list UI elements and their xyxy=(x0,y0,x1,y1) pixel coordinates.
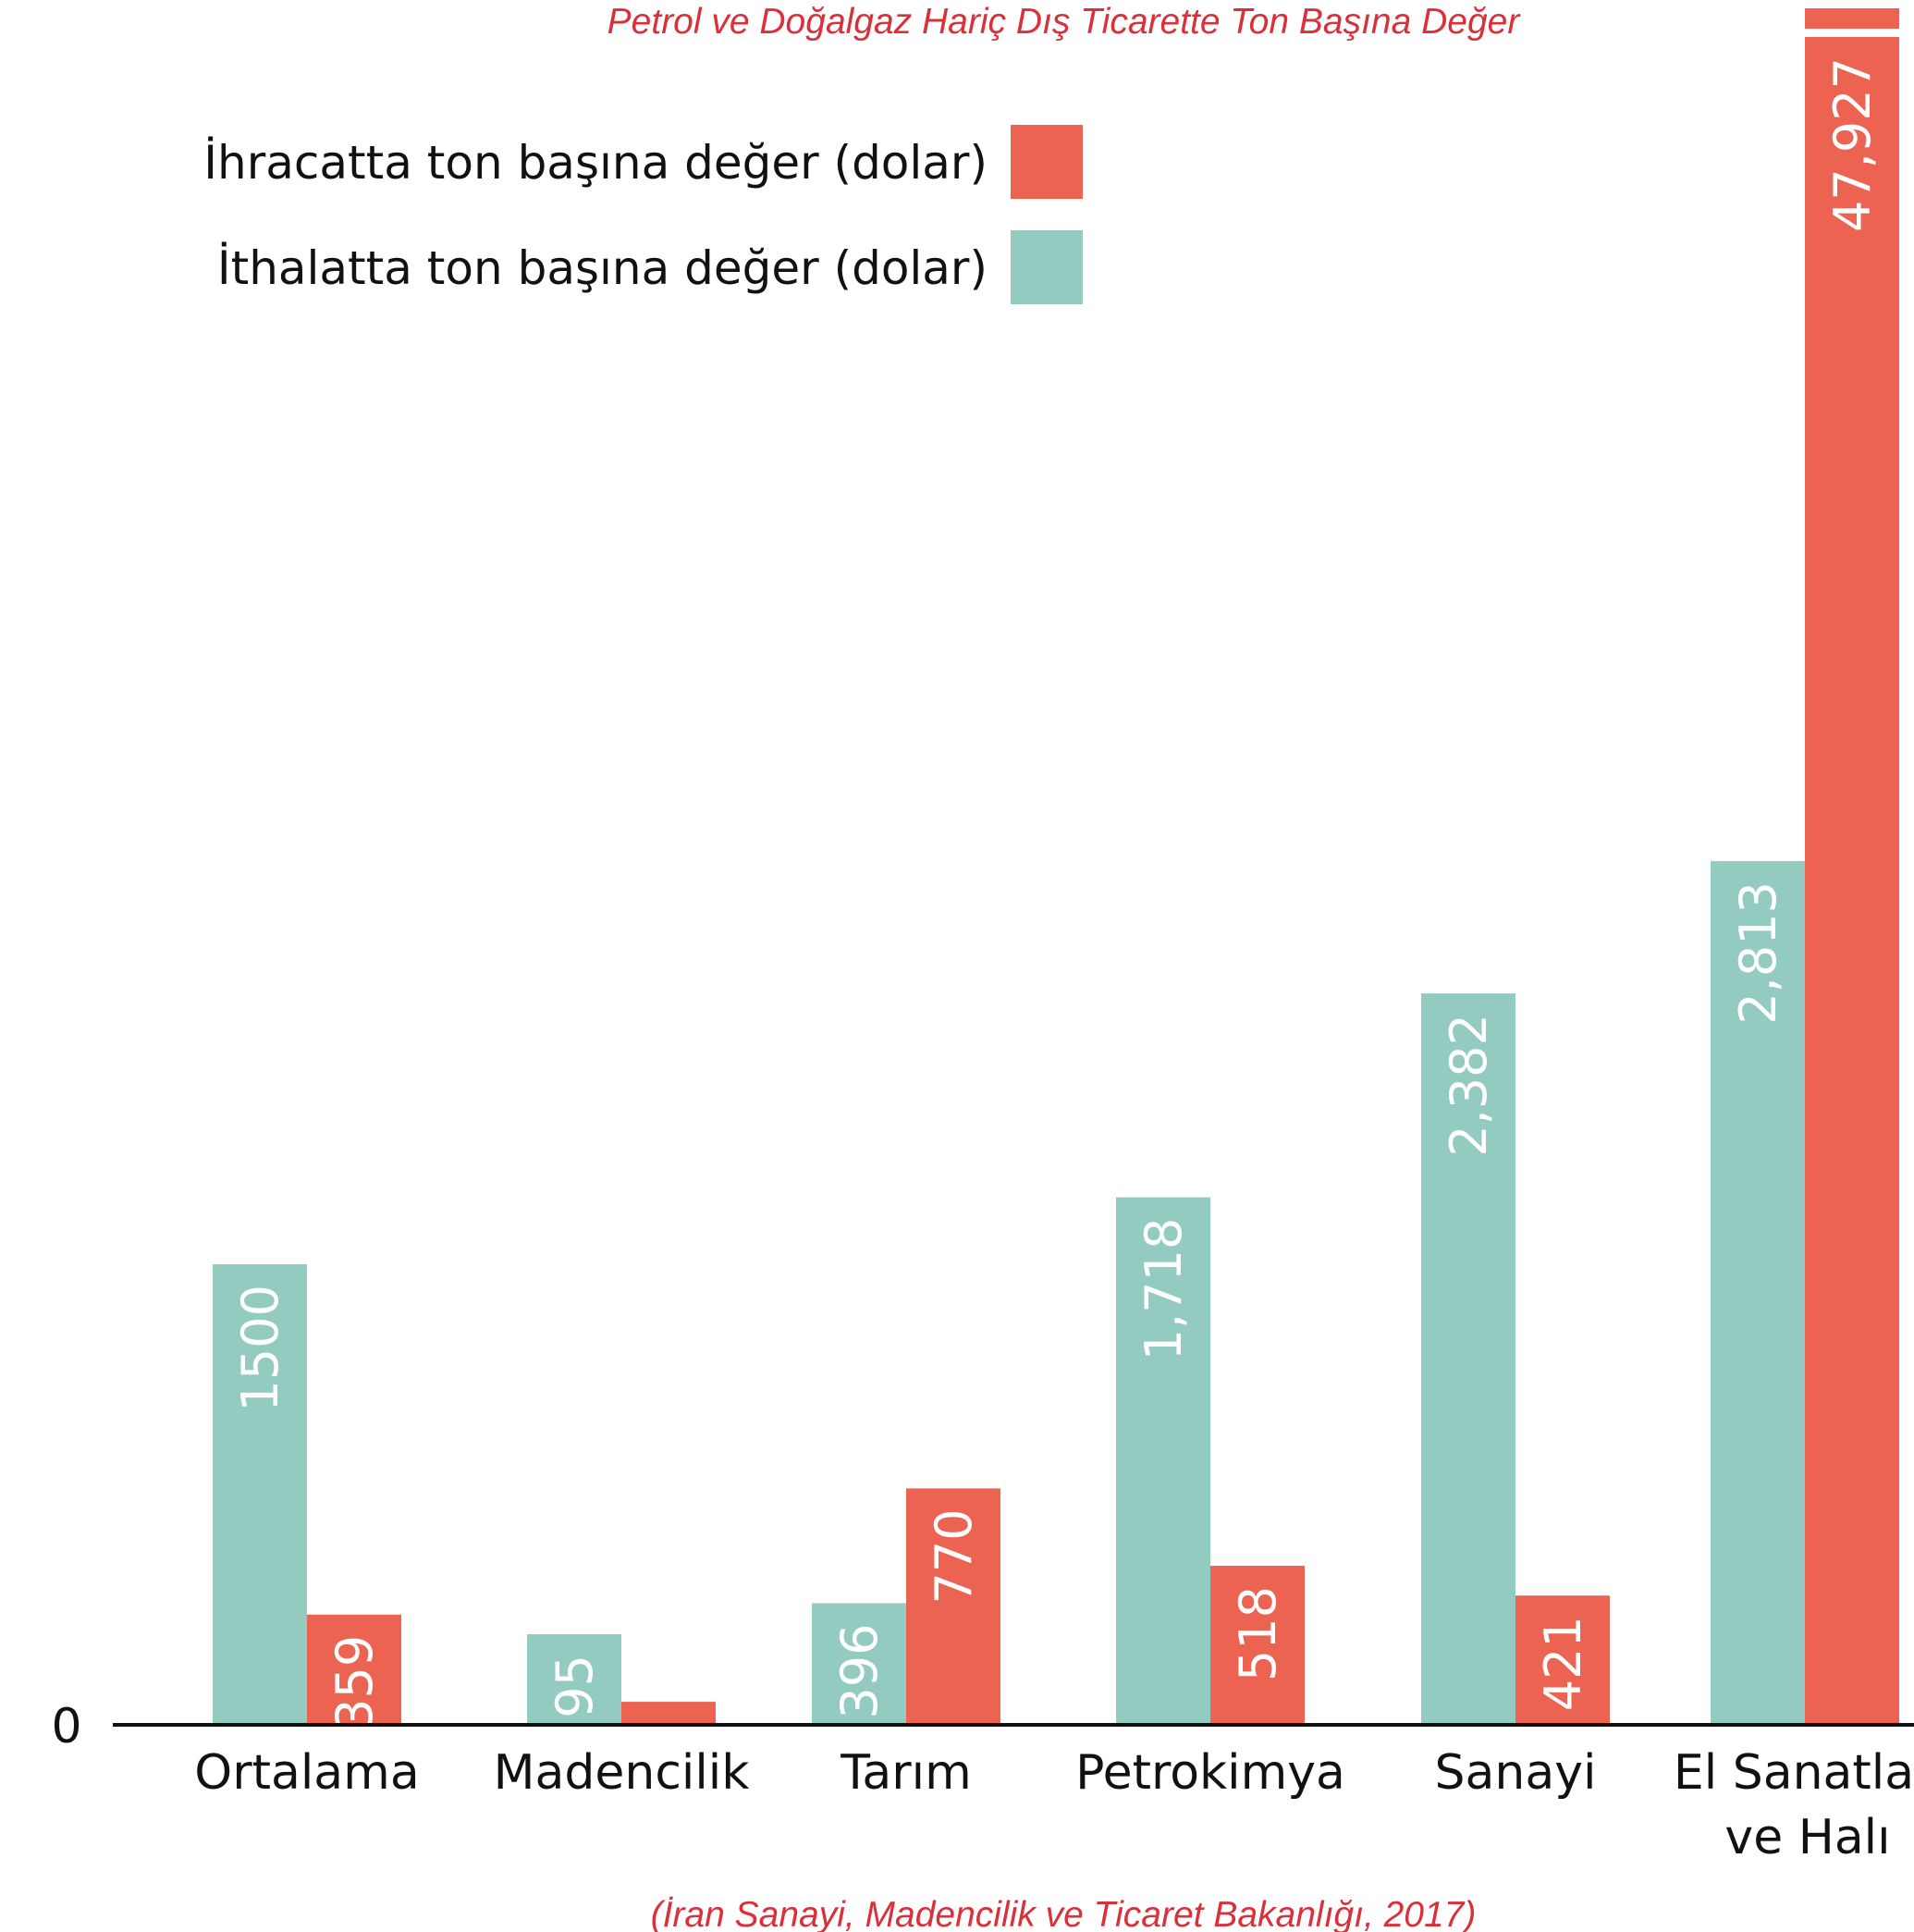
bar-value-label-ihracat-0: 359 xyxy=(325,1635,384,1730)
bar-value-label-ihracat-1: 75 xyxy=(640,1722,698,1786)
bar-ithalat-2 xyxy=(812,1603,906,1725)
legend-swatch-1 xyxy=(1011,230,1083,304)
bar-value-label-ithalat-3: 1,718 xyxy=(1135,1218,1193,1361)
bar-ithalat-4 xyxy=(1421,993,1515,1725)
bar-ithalat-0 xyxy=(213,1264,307,1725)
bar-break-cap-5 xyxy=(1805,8,1899,29)
chart-title: Petrol ve Doğalgaz Hariç Dış Ticarette T… xyxy=(607,2,1522,42)
bar-ihracat-1 xyxy=(621,1702,716,1725)
x-tick-label-3: Petrokimya xyxy=(1075,1745,1345,1801)
bar-value-label-ihracat-4: 421 xyxy=(1534,1616,1592,1711)
bar-ihracat-2 xyxy=(906,1488,1000,1725)
bar-ihracat-0 xyxy=(307,1614,401,1725)
legend-label-1: İthalatta ton başına değer (dolar) xyxy=(217,241,988,295)
x-tick-label-0: Ortalama xyxy=(194,1745,419,1801)
legend-label-0: İhracatta ton başına değer (dolar) xyxy=(203,136,988,190)
bar-ithalat-1 xyxy=(527,1634,621,1725)
bar-value-label-ithalat-4: 2,382 xyxy=(1440,1014,1498,1157)
x-tick-label-5-line0: El Sanatla xyxy=(1674,1745,1914,1801)
source-note: (İran Sanayi, Madencilik ve Ticaret Baka… xyxy=(651,1895,1477,1932)
x-tick-label-5-line1: ve Halı xyxy=(1724,1810,1890,1865)
bar-value-label-ithalat-1: 295 xyxy=(546,1655,604,1750)
legend: İhracatta ton başına değer (dolar) İthala… xyxy=(203,125,1083,304)
bar-ithalat-3 xyxy=(1116,1197,1210,1725)
bar-value-label-ithalat-2: 396 xyxy=(830,1624,889,1719)
bar-value-label-ihracat-2: 770 xyxy=(925,1508,983,1604)
bar-value-label-ihracat-3: 518 xyxy=(1229,1586,1287,1681)
x-axis-labels: Ortalama Madencilik Tarım Petrokimya Sanayi E… xyxy=(194,1745,1914,1865)
bar-ihracat-5 xyxy=(1805,37,1899,1725)
bar-value-label-ithalat-0: 1500 xyxy=(231,1285,289,1411)
x-tick-label-1: Madencilik xyxy=(494,1745,750,1801)
bar-ihracat-4 xyxy=(1515,1595,1610,1725)
bar-value-label-ihracat-5: 47,927 xyxy=(1823,57,1882,232)
bar-labels: 1500 359 295 75 396 770 1,718 518 2,382 421 2,813 4… xyxy=(231,57,1882,1786)
x-tick-label-4: Sanayi xyxy=(1435,1745,1597,1801)
x-tick-label-2: Tarım xyxy=(840,1745,972,1801)
bar-ihracat-3 xyxy=(1210,1566,1305,1725)
y-tick-zero: 0 xyxy=(51,1699,81,1754)
bar-ithalat-5 xyxy=(1711,861,1805,1725)
bar-value-label-ithalat-5: 2,813 xyxy=(1729,881,1787,1025)
bars xyxy=(213,8,1899,1725)
legend-swatch-0 xyxy=(1011,125,1083,199)
